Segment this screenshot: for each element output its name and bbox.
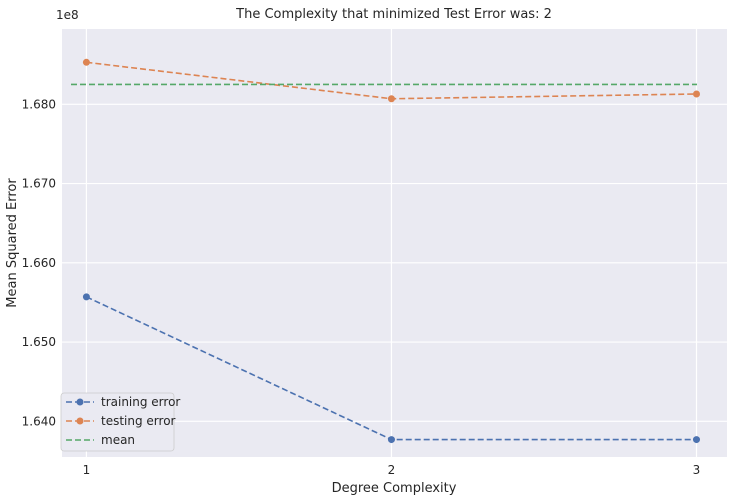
legend-label: mean xyxy=(101,433,135,447)
legend-box xyxy=(60,392,175,452)
data-point-training-error xyxy=(82,293,90,301)
legend-marker xyxy=(76,417,84,425)
y-tick-label: 1.670 xyxy=(22,177,56,191)
legend: training error testing error mean xyxy=(60,392,180,452)
tick-labels: 1 2 3 1.640 1.650 1.660 1.670 1.680 xyxy=(22,97,701,477)
series-training-error xyxy=(82,293,700,444)
series-testing-error xyxy=(82,58,700,103)
offset-label: 1e8 xyxy=(56,8,79,22)
x-axis-label: Degree Complexity xyxy=(332,481,457,496)
x-tick-label: 1 xyxy=(83,463,91,477)
legend-label: testing error xyxy=(101,414,176,428)
y-tick-label: 1.640 xyxy=(22,414,56,428)
legend-item-training-error: training error xyxy=(66,395,180,409)
data-point-training-error xyxy=(387,436,395,444)
legend-item-testing-error: testing error xyxy=(66,414,176,428)
x-tick-label: 3 xyxy=(693,463,701,477)
y-tick-label: 1.680 xyxy=(22,97,56,111)
data-point-training-error xyxy=(692,436,700,444)
legend-marker xyxy=(76,398,84,406)
legend-item-mean: mean xyxy=(66,433,135,447)
y-tick-label: 1.650 xyxy=(22,335,56,349)
x-tick-label: 2 xyxy=(388,463,396,477)
data-point-testing-error xyxy=(387,95,395,103)
chart-title: The Complexity that minimized Test Error… xyxy=(235,7,552,22)
legend-label: training error xyxy=(101,395,180,409)
series-layer xyxy=(71,58,700,444)
y-axis-label: Mean Squared Error xyxy=(5,178,20,308)
data-point-testing-error xyxy=(82,58,90,66)
y-tick-label: 1.660 xyxy=(22,256,56,270)
data-point-testing-error xyxy=(692,90,700,98)
